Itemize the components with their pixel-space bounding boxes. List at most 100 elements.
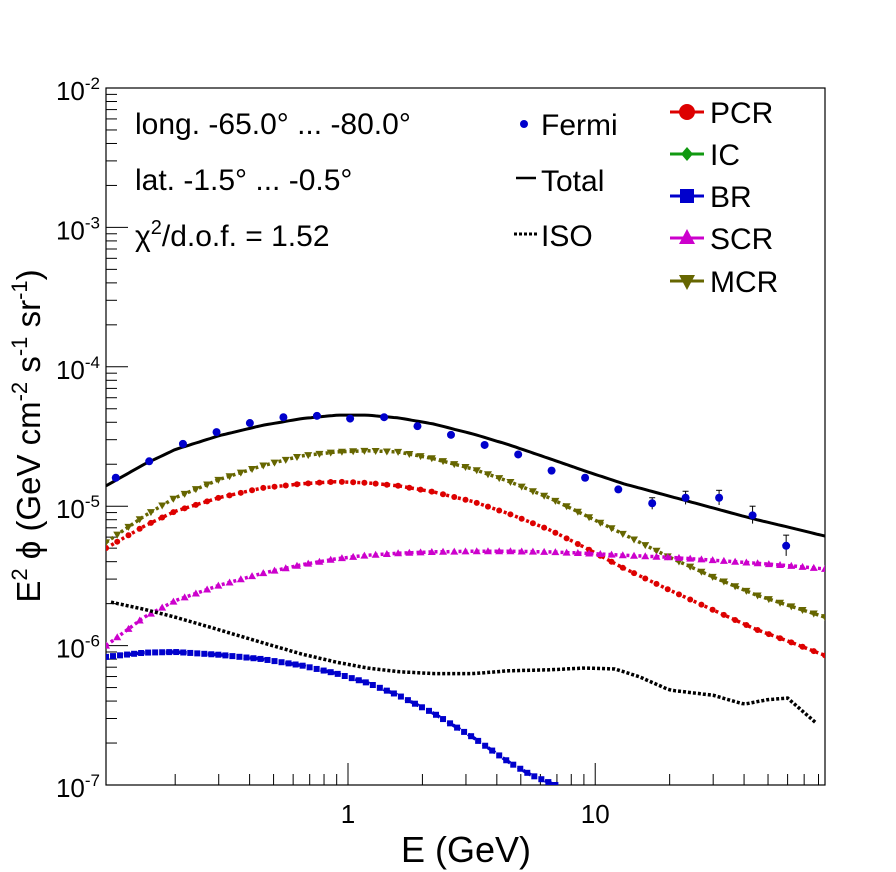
series-mcr-marker <box>349 448 358 456</box>
series-br-marker <box>250 655 257 662</box>
series-br-marker <box>545 779 552 785</box>
series-pcr-marker <box>473 499 480 506</box>
series-mcr-marker <box>360 447 369 455</box>
fermi-point <box>715 493 724 502</box>
series-pcr-marker <box>541 524 548 531</box>
series-br-marker <box>411 700 418 707</box>
series-pcr-marker <box>631 570 638 577</box>
fermi-point <box>681 493 690 502</box>
fermi-point <box>346 414 355 423</box>
series-pcr-marker <box>440 491 447 498</box>
series-mcr-marker <box>382 448 391 456</box>
series-br-marker <box>376 684 383 691</box>
series-scr-marker <box>562 548 571 556</box>
series-pcr-marker <box>574 540 581 547</box>
series-pcr-marker <box>451 494 458 501</box>
series-mcr-marker <box>708 573 717 581</box>
fermi-point <box>446 430 455 439</box>
fermi-point <box>614 485 623 494</box>
legend-iso-label: ISO <box>541 220 593 253</box>
series-scr-marker <box>641 552 650 560</box>
series-mcr-marker <box>416 453 425 461</box>
series-br-marker <box>313 665 320 672</box>
fermi-point <box>480 440 489 449</box>
series-mcr-marker <box>562 503 571 511</box>
series-pcr-marker <box>709 606 716 613</box>
y-tick-base: 10 <box>56 634 85 664</box>
legend-mcr-label: MCR <box>710 266 778 299</box>
series-br-marker <box>362 679 369 686</box>
series-br-marker <box>383 687 390 694</box>
y-tick-base: 10 <box>56 76 85 106</box>
series-mcr-marker <box>461 464 470 472</box>
series-pcr-marker <box>675 591 682 598</box>
series-br-marker <box>131 650 138 657</box>
series-pcr-marker <box>810 648 817 655</box>
series-pcr-marker <box>687 596 694 603</box>
series-scr-marker <box>394 549 403 557</box>
series-pcr-marker <box>327 479 334 486</box>
series-scr-marker <box>315 557 324 565</box>
series-br-marker <box>243 654 250 661</box>
series-iso <box>110 600 817 725</box>
series-pcr-marker <box>106 545 109 552</box>
x-tick-label: 1 <box>341 799 355 829</box>
series-br-marker <box>271 658 278 665</box>
series-pcr-marker <box>496 507 503 514</box>
series-br-marker <box>327 669 334 676</box>
longitude-annotation: long. -65.0° ... -80.0° <box>135 108 411 141</box>
series-br-marker <box>124 651 131 658</box>
series-scr-marker <box>483 547 492 555</box>
legend-br-marker <box>680 189 694 203</box>
series-mcr-marker <box>596 519 605 527</box>
series-mcr-marker <box>214 476 223 484</box>
series-scr-marker <box>708 556 717 564</box>
y-tick-label: 10-4 <box>56 353 100 385</box>
series-br-marker <box>229 653 236 660</box>
series-scr-marker <box>551 548 560 556</box>
series-pcr-marker <box>664 586 671 593</box>
y-title-u1: -2 <box>7 382 32 402</box>
fermi-point <box>581 473 590 482</box>
series-pcr-marker <box>619 564 626 571</box>
series-br-marker <box>187 649 194 656</box>
series-scr-marker <box>371 550 380 558</box>
series-scr-marker <box>146 609 155 617</box>
series-mcr-marker <box>225 473 234 481</box>
series-scr-marker <box>124 624 133 632</box>
series-mcr-marker <box>686 563 695 571</box>
series-scr-marker <box>686 554 695 562</box>
series-mcr-marker <box>236 469 245 477</box>
series-mcr-marker <box>113 531 122 539</box>
legend-ic-marker <box>681 147 693 161</box>
y-title-sr: sr <box>10 300 47 337</box>
series-br-marker <box>306 664 313 671</box>
series-scr-marker <box>135 616 144 624</box>
legend-pcr-label: PCR <box>710 97 773 130</box>
y-title-u2: -1 <box>7 337 32 357</box>
series-scr-marker <box>585 549 594 557</box>
series-scr-marker <box>630 551 639 559</box>
series-mcr-marker <box>787 603 796 611</box>
series-mcr-marker <box>809 610 818 618</box>
series-mcr-marker <box>169 495 178 503</box>
fermi-point <box>145 457 154 466</box>
legend-br-label: BR <box>710 181 752 214</box>
series-pcr-marker <box>226 492 233 499</box>
series-br-marker <box>433 711 440 718</box>
series-pcr-marker <box>159 514 166 521</box>
series-scr-marker <box>764 560 773 568</box>
series-br-marker <box>524 769 531 776</box>
series-pcr-marker <box>552 529 559 536</box>
series-scr-marker <box>292 561 301 569</box>
series-scr-marker <box>158 603 167 611</box>
series-mcr-marker <box>630 536 639 544</box>
series-scr-marker <box>427 547 436 555</box>
series-scr-marker <box>663 553 672 561</box>
series-scr-marker <box>169 597 178 605</box>
series-mcr-marker <box>439 458 448 466</box>
series-group <box>106 413 825 785</box>
series-scr-marker <box>439 547 448 555</box>
series-scr-marker <box>259 569 268 577</box>
